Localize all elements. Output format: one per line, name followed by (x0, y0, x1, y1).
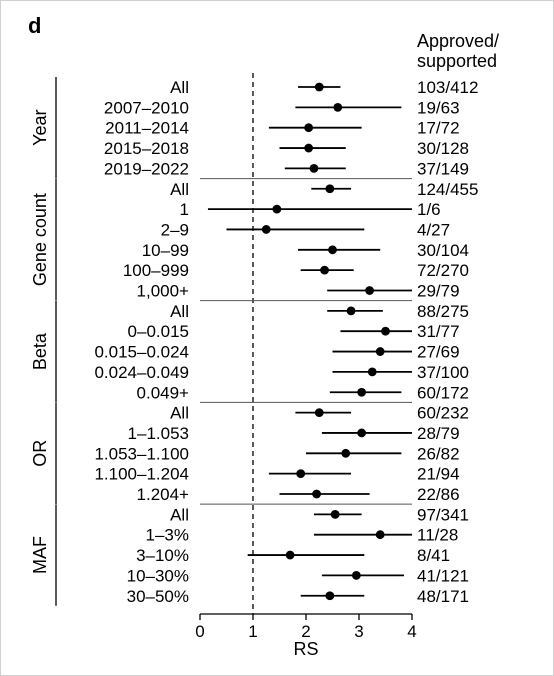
row-label-gene-count-5: 1,000+ (137, 282, 190, 301)
count-label-maf-1: 11/28 (417, 526, 458, 545)
count-label-or-1: 28/79 (417, 424, 460, 443)
count-label-gene-count-5: 29/79 (417, 282, 460, 301)
row-label-beta-1: 0–0.015 (128, 322, 189, 341)
group-label-gene-count: Gene count (30, 193, 50, 286)
count-label-year-1: 19/63 (417, 98, 460, 117)
row-label-or-2: 1.053–1.100 (94, 444, 189, 463)
count-label-year-3: 30/128 (417, 139, 469, 158)
count-label-beta-2: 27/69 (417, 343, 460, 362)
row-label-gene-count-3: 10–99 (142, 241, 189, 260)
group-label-year: Year (30, 110, 50, 146)
row-label-year-0: All (170, 78, 189, 97)
point-estimate-year-2 (304, 123, 314, 133)
point-estimate-or-4 (312, 489, 321, 499)
count-label-beta-4: 60/172 (417, 383, 469, 402)
row-label-beta-2: 0.015–0.024 (94, 343, 189, 362)
point-estimate-maf-2 (285, 550, 295, 560)
point-estimate-gene-count-2 (261, 225, 271, 234)
row-label-year-4: 2019–2022 (104, 159, 189, 178)
group-label-maf: MAF (30, 536, 50, 574)
count-label-maf-0: 97/341 (417, 505, 469, 524)
row-label-gene-count-1: 1 (180, 200, 189, 219)
count-label-year-2: 17/72 (417, 119, 460, 138)
point-estimate-gene-count-1 (272, 204, 282, 214)
point-estimate-gene-count-0 (325, 184, 335, 194)
point-estimate-year-3 (304, 143, 314, 153)
point-estimate-or-3 (296, 469, 306, 479)
row-label-year-2: 2011–2014 (105, 119, 189, 138)
point-estimate-beta-2 (375, 347, 385, 356)
count-label-gene-count-4: 72/270 (417, 261, 469, 280)
row-label-year-1: 2007–2010 (104, 98, 189, 117)
group-label-beta: Beta (30, 332, 50, 370)
count-label-beta-1: 31/77 (417, 322, 460, 341)
x-tick-label-0: 0 (195, 622, 204, 641)
point-estimate-maf-0 (330, 509, 340, 519)
x-tick-label-3: 3 (354, 622, 363, 641)
count-label-year-0: 103/412 (417, 78, 478, 97)
row-label-maf-3: 10–30% (127, 566, 189, 585)
right-header-line-2: supported (417, 51, 497, 71)
point-estimate-gene-count-3 (328, 245, 337, 255)
row-label-or-1: 1–1.053 (128, 424, 189, 443)
row-label-gene-count-2: 2–9 (161, 220, 189, 239)
row-label-maf-1: 1–3% (146, 526, 189, 545)
panel-label: d (28, 13, 41, 38)
point-estimate-maf-1 (375, 530, 385, 540)
count-label-gene-count-3: 30/104 (417, 241, 469, 260)
row-label-beta-3: 0.024–0.049 (94, 363, 189, 382)
row-label-maf-0: All (170, 505, 189, 524)
point-estimate-beta-0 (346, 306, 356, 316)
right-header-line-1: Approved/ (417, 31, 499, 51)
point-estimate-or-1 (357, 428, 367, 438)
point-estimate-beta-4 (357, 387, 367, 397)
count-label-maf-2: 8/41 (417, 546, 450, 565)
count-label-or-3: 21/94 (417, 465, 460, 484)
point-estimate-beta-3 (367, 367, 377, 377)
point-estimate-gene-count-4 (320, 265, 329, 275)
count-label-gene-count-2: 4/27 (417, 220, 450, 239)
count-label-or-2: 26/82 (417, 444, 460, 463)
point-estimate-maf-4 (325, 591, 335, 601)
point-estimate-or-2 (341, 448, 351, 458)
count-label-beta-3: 37/100 (417, 363, 469, 382)
row-label-beta-4: 0.049+ (137, 383, 190, 402)
x-tick-label-1: 1 (248, 622, 257, 641)
row-label-maf-2: 3–10% (136, 546, 189, 565)
count-label-gene-count-1: 1/6 (417, 200, 441, 219)
row-label-gene-count-4: 100–999 (123, 261, 189, 280)
point-estimate-year-0 (314, 82, 324, 92)
row-label-year-3: 2015–2018 (104, 139, 189, 158)
point-estimate-beta-1 (381, 326, 390, 336)
count-label-beta-0: 88/275 (417, 302, 469, 321)
point-estimate-year-1 (333, 102, 343, 112)
count-label-maf-3: 41/121 (417, 566, 469, 585)
count-label-year-4: 37/149 (417, 159, 469, 178)
point-estimate-gene-count-5 (365, 286, 374, 295)
count-label-or-4: 22/86 (417, 485, 460, 504)
point-estimate-year-4 (309, 164, 319, 173)
row-label-or-0: All (170, 404, 189, 423)
row-label-or-3: 1.100–1.204 (94, 465, 189, 484)
row-label-or-4: 1.204+ (137, 485, 190, 504)
count-label-gene-count-0: 124/455 (417, 180, 478, 199)
x-axis-label: RS (293, 639, 318, 659)
count-label-maf-4: 48/171 (417, 587, 469, 606)
x-tick-label-4: 4 (407, 622, 416, 641)
row-label-maf-4: 30–50% (127, 587, 189, 606)
x-tick-label-2: 2 (301, 622, 310, 641)
count-label-or-0: 60/232 (417, 404, 469, 423)
point-estimate-maf-3 (351, 571, 361, 580)
row-label-beta-0: All (170, 302, 189, 321)
point-estimate-or-0 (314, 408, 324, 417)
group-label-or: OR (30, 440, 50, 467)
row-label-gene-count-0: All (170, 180, 189, 199)
